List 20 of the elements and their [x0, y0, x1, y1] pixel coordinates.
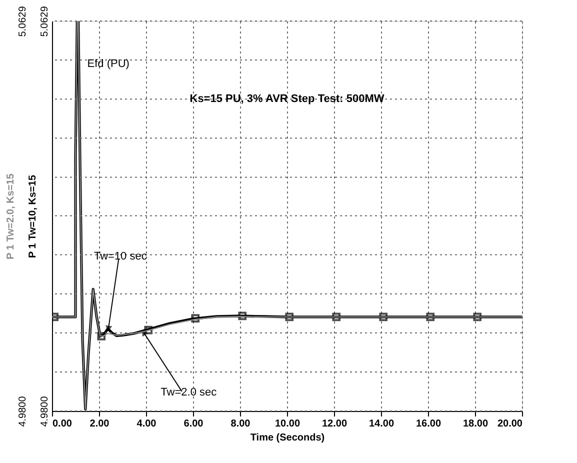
annotation: Ks=15 PU, 3% AVR Step Test: 500MW	[190, 93, 385, 105]
x-axis-title: Time (Seconds)	[250, 432, 325, 444]
text: P 1 Tw=2.0, Ks=15	[6, 173, 16, 260]
x-tick-label: 8.00	[230, 418, 251, 430]
y2-tick-label: 4.9800	[40, 396, 50, 427]
annotation: Efd (PU)	[87, 58, 130, 70]
x-tick-label: 10.00	[274, 418, 300, 430]
x-tick-label: 2.00	[90, 418, 110, 430]
y2-tick-label: 5.0629	[40, 6, 50, 37]
text: P 1 Tw=10, Ks=15	[28, 174, 38, 258]
x-tick-label: 14.00	[368, 418, 394, 430]
annotation: Tw=2.0 sec	[160, 386, 218, 398]
annotation: Tw=10 sec	[94, 250, 148, 263]
x-tick-label: 6.00	[184, 418, 204, 430]
x-tick-label: 0.00	[52, 418, 72, 430]
x-tick-label: 16.00	[416, 418, 442, 430]
x-tick-label: 12.00	[322, 418, 348, 430]
x-tick-label: 18.00	[462, 418, 488, 430]
x-tick-label: 20.00	[497, 418, 523, 430]
x-tick-label: 4.00	[136, 418, 157, 430]
